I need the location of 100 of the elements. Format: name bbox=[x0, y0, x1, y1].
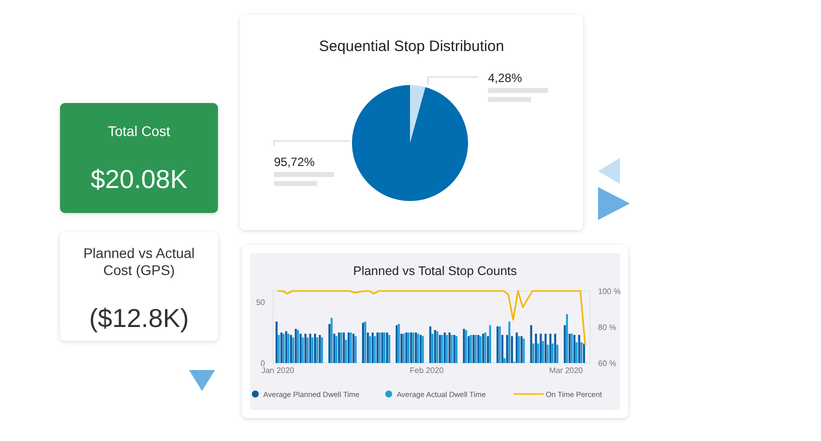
bar bbox=[450, 334, 453, 363]
bar bbox=[441, 334, 444, 363]
y-tick-label: 0 bbox=[260, 359, 266, 368]
bar bbox=[480, 336, 482, 363]
bar bbox=[465, 330, 468, 363]
bar bbox=[318, 334, 321, 363]
bar bbox=[540, 334, 542, 363]
y2-tick-label: 60 % bbox=[598, 359, 616, 368]
bar bbox=[330, 318, 333, 363]
bar bbox=[504, 358, 506, 363]
bar bbox=[294, 328, 297, 363]
bar bbox=[576, 342, 578, 363]
bar bbox=[376, 332, 378, 363]
x-tick-label: Mar 2020 bbox=[549, 366, 584, 375]
bar bbox=[316, 337, 318, 363]
bar bbox=[546, 344, 549, 363]
bar bbox=[292, 337, 294, 363]
text: ($12.8K) bbox=[89, 303, 189, 333]
pie-slice bbox=[410, 85, 426, 143]
bar bbox=[518, 336, 520, 363]
bar bbox=[369, 336, 372, 363]
line-series bbox=[277, 290, 586, 346]
bar bbox=[287, 334, 290, 363]
bar bbox=[314, 334, 316, 363]
bar bbox=[432, 334, 434, 363]
x-tick-label: Jan 2020 bbox=[261, 366, 295, 375]
bar bbox=[342, 332, 345, 363]
bar bbox=[580, 342, 582, 363]
bar bbox=[402, 334, 405, 363]
bar bbox=[522, 338, 525, 363]
pie-slice bbox=[352, 85, 468, 201]
bar bbox=[564, 325, 566, 363]
chart-title: Sequential Stop Distribution bbox=[318, 38, 504, 55]
bar bbox=[486, 336, 489, 363]
bar bbox=[328, 324, 330, 363]
bar bbox=[510, 336, 513, 363]
bar bbox=[354, 336, 357, 363]
bar bbox=[311, 337, 314, 363]
text: Planned vs Actual Cost (GPS) bbox=[83, 245, 195, 278]
bar bbox=[532, 343, 534, 363]
bar bbox=[544, 334, 547, 363]
bar bbox=[489, 325, 492, 363]
bar bbox=[573, 334, 576, 363]
bar bbox=[386, 332, 388, 363]
bar bbox=[566, 314, 568, 363]
bar bbox=[542, 341, 544, 363]
bar bbox=[554, 334, 556, 363]
text: Total Cost bbox=[108, 123, 170, 139]
bar bbox=[549, 334, 552, 363]
bar bbox=[477, 334, 480, 363]
bar bbox=[444, 332, 446, 363]
text: $20.08K bbox=[90, 164, 188, 194]
chart-title: Planned vs Total Stop Counts bbox=[353, 264, 517, 278]
x-tick-label: Feb 2020 bbox=[410, 366, 444, 375]
bar bbox=[300, 334, 302, 363]
bar bbox=[501, 334, 504, 363]
bar bbox=[302, 337, 304, 363]
bar bbox=[282, 334, 285, 363]
bar bbox=[335, 336, 338, 363]
bar bbox=[520, 336, 523, 363]
bar bbox=[462, 328, 465, 363]
bar bbox=[582, 343, 585, 363]
bar bbox=[414, 332, 417, 363]
bar bbox=[306, 337, 309, 363]
bar bbox=[448, 332, 451, 363]
data-label: 95,72% bbox=[274, 155, 316, 169]
bar bbox=[321, 337, 324, 363]
y2-tick-label: 80 % bbox=[598, 323, 616, 332]
bar bbox=[278, 334, 280, 363]
bar bbox=[552, 343, 554, 363]
y2-tick-label: 100 % bbox=[598, 287, 621, 296]
bar bbox=[366, 332, 369, 363]
bar bbox=[530, 325, 532, 363]
bar bbox=[304, 334, 306, 363]
bar bbox=[537, 343, 540, 363]
bar bbox=[333, 334, 336, 363]
bar bbox=[453, 334, 456, 363]
bar bbox=[556, 344, 558, 363]
bar bbox=[508, 322, 510, 363]
bar bbox=[438, 334, 441, 363]
bar bbox=[290, 334, 292, 363]
bar bbox=[352, 334, 354, 363]
y-tick-label: 50 bbox=[256, 298, 266, 307]
bar bbox=[345, 340, 348, 363]
bar bbox=[309, 334, 312, 363]
bar bbox=[280, 332, 282, 363]
bar bbox=[297, 330, 300, 363]
bar bbox=[534, 334, 537, 363]
bar bbox=[378, 332, 381, 363]
bar bbox=[285, 331, 288, 363]
bar bbox=[372, 332, 374, 363]
bar bbox=[578, 334, 580, 363]
data-label: 4,28% bbox=[488, 71, 522, 85]
bar bbox=[516, 332, 518, 363]
bar bbox=[400, 334, 402, 363]
bar bbox=[506, 334, 508, 363]
bar bbox=[276, 322, 278, 363]
bar bbox=[456, 336, 458, 363]
bar bbox=[417, 334, 420, 363]
bar bbox=[429, 326, 432, 363]
